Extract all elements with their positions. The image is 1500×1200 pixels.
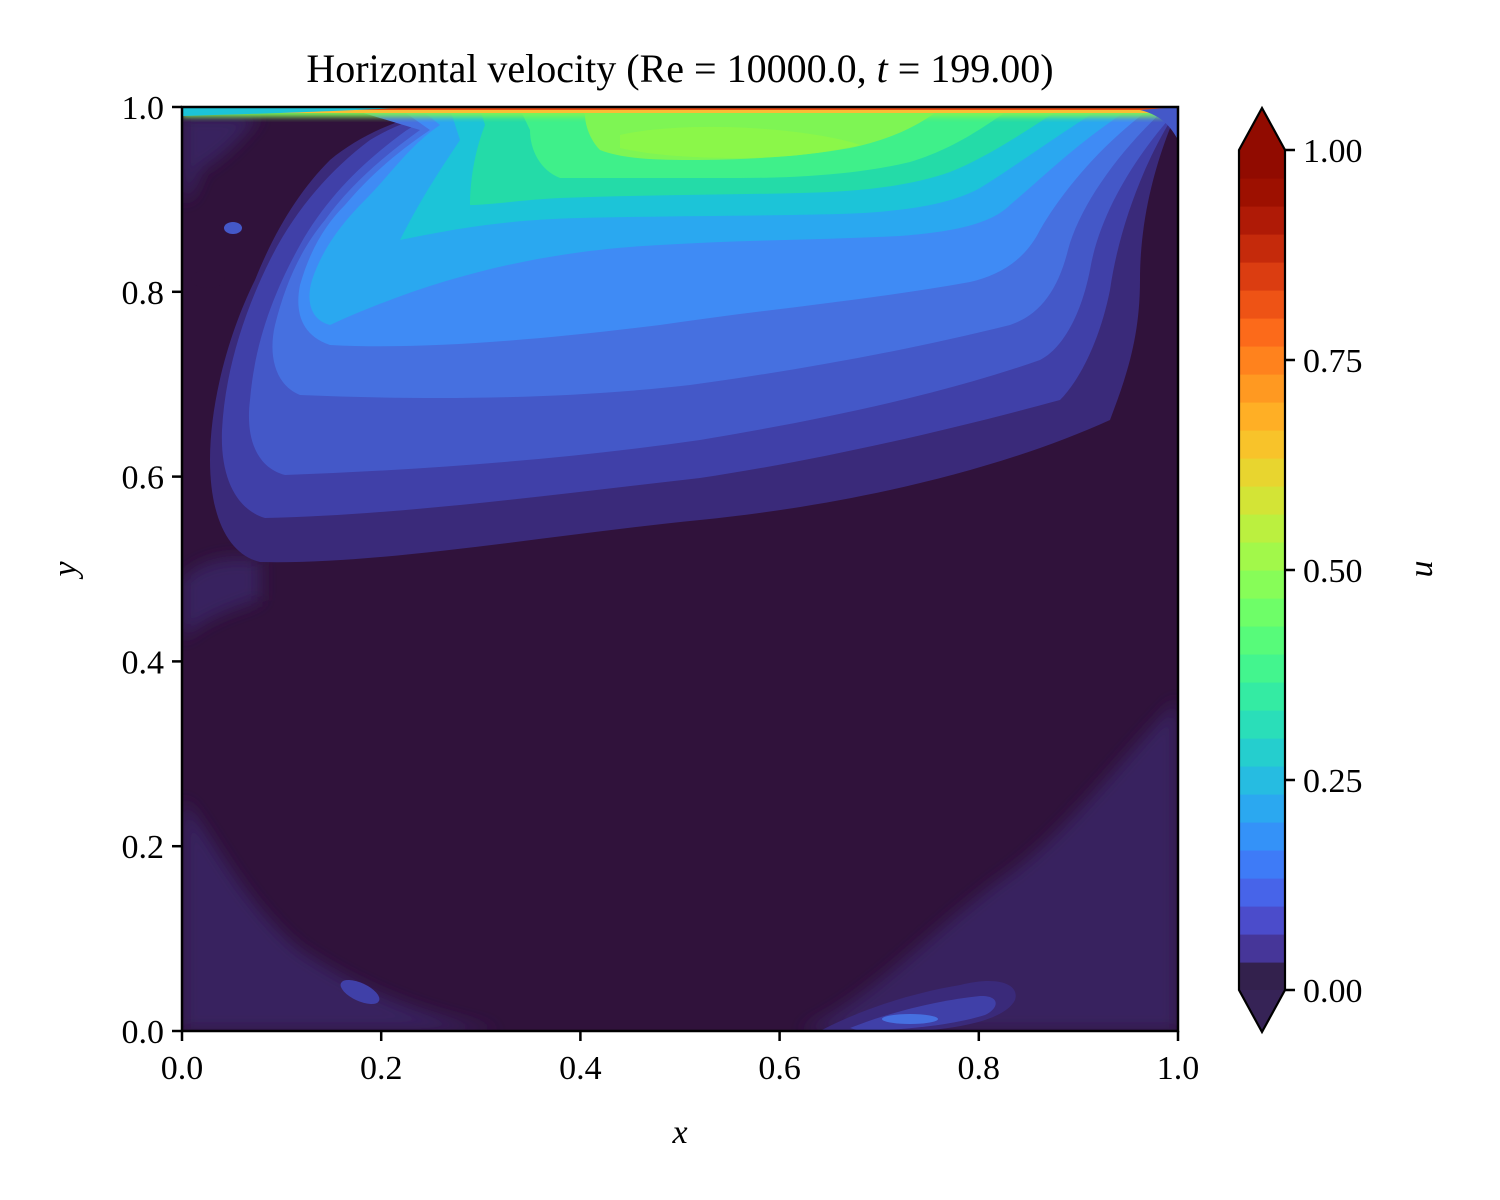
- colorbar-extend-min: [1239, 990, 1285, 1032]
- colorbar-segment-27: [1239, 206, 1285, 235]
- y-tick-label-5: 1.0: [122, 90, 165, 127]
- colorbar-segment-22: [1239, 346, 1285, 375]
- lid-layer-3: [182, 107, 1178, 110]
- colorbar-segment-26: [1239, 234, 1285, 263]
- colorbar-segment-4: [1239, 850, 1285, 879]
- colorbar-segment-1: [1239, 934, 1285, 963]
- upper-left-region: [182, 115, 260, 200]
- contour-level-11: [620, 126, 860, 158]
- plot-frame: [180, 105, 1180, 1033]
- colorbar-tick-label-2: 0.50: [1303, 553, 1363, 590]
- colorbar-segment-17: [1239, 486, 1285, 515]
- colorbar-segment-13: [1239, 598, 1285, 627]
- colorbar-segment-15: [1239, 542, 1285, 571]
- title-eq1: =: [684, 46, 727, 91]
- x-axis-label: x: [671, 1114, 687, 1151]
- colorbar-segment-2: [1239, 906, 1285, 935]
- island-dark-left: [191, 270, 225, 288]
- colorbar-extend-max: [1239, 108, 1285, 150]
- y-tick-label-3: 0.6: [122, 460, 165, 497]
- x-tick-label-2: 0.4: [559, 1050, 602, 1087]
- colorbar-segment-21: [1239, 374, 1285, 403]
- y-axis-label: y: [47, 561, 84, 580]
- title-eq2: =: [888, 46, 931, 91]
- colorbar-tick-label-4: 1.00: [1303, 133, 1363, 170]
- left-wall-region: [182, 558, 260, 640]
- y-tick-label-1: 0.2: [122, 829, 165, 866]
- title-suffix: ): [1040, 46, 1053, 91]
- lid-corner-right: [1140, 107, 1178, 140]
- y-tick-label-4: 0.8: [122, 275, 165, 312]
- colorbar-segment-16: [1239, 514, 1285, 543]
- colorbar-segment-9: [1239, 710, 1285, 739]
- y-tick-label-0: 0.0: [122, 1014, 165, 1051]
- colorbar-segment-0: [1239, 962, 1285, 991]
- y-axis: 0.0 0.2 0.4 0.6 0.8 1.0: [122, 90, 182, 1051]
- x-tick-label-0: 0.0: [161, 1050, 204, 1087]
- colorbar-segment-3: [1239, 878, 1285, 907]
- bottom-wall-blob: [820, 980, 1016, 1031]
- island-small-left: [224, 222, 242, 234]
- jet-contours: [182, 109, 1178, 563]
- title-re-value: 10000.0: [727, 46, 857, 91]
- y-tick-label-2: 0.4: [122, 644, 165, 681]
- title-t-symbol: t: [877, 46, 889, 91]
- colorbar-segment-23: [1239, 318, 1285, 347]
- colorbar-segment-5: [1239, 822, 1285, 851]
- colorbar-segment-25: [1239, 262, 1285, 291]
- title-re-symbol: Re: [640, 46, 684, 91]
- x-tick-label-3: 0.6: [758, 1050, 801, 1087]
- colorbar-segment-19: [1239, 430, 1285, 459]
- x-tick-label-1: 0.2: [360, 1050, 403, 1087]
- colorbar-segment-20: [1239, 402, 1285, 431]
- colorbar-tick-label-3: 0.75: [1303, 343, 1363, 380]
- colorbar-segment-6: [1239, 794, 1285, 823]
- title-prefix: Horizontal velocity (: [306, 46, 639, 91]
- colorbar-segment-18: [1239, 458, 1285, 487]
- colorbar-tick-label-1: 0.25: [1303, 763, 1363, 800]
- wall-regions: [182, 115, 1178, 1031]
- colorbar-label: u: [1403, 561, 1440, 578]
- bottom-left-region: [182, 800, 500, 1031]
- blob-core: [882, 1014, 938, 1024]
- x-axis: 0.0 0.2 0.4 0.6 0.8 1.0: [161, 1031, 1200, 1087]
- lid-corner-left: [182, 107, 420, 116]
- x-tick-label-4: 0.8: [958, 1050, 1001, 1087]
- colorbar-segment-29: [1239, 150, 1285, 179]
- island-bottom-left: [340, 979, 380, 1005]
- bottom-right-region: [800, 700, 1178, 1031]
- colorbar-segment-8: [1239, 738, 1285, 767]
- colorbar-segment-12: [1239, 626, 1285, 655]
- blob-mid: [850, 995, 996, 1031]
- colorbar-segment-11: [1239, 654, 1285, 683]
- colorbar-segment-24: [1239, 290, 1285, 319]
- colorbar-segment-10: [1239, 682, 1285, 711]
- title-comma: ,: [857, 46, 877, 91]
- colorbar-segment-28: [1239, 178, 1285, 207]
- title-t-value: 199.00: [930, 46, 1040, 91]
- colorbar: 0.00 0.25 0.50 0.75 1.00: [1237, 105, 1363, 1035]
- chart-title: Horizontal velocity (Re = 10000.0, t = 1…: [306, 46, 1053, 91]
- colorbar-segment-14: [1239, 570, 1285, 599]
- colorbar-segment-7: [1239, 766, 1285, 795]
- x-tick-label-5: 1.0: [1157, 1050, 1200, 1087]
- contour-plot-area: [182, 107, 1178, 1031]
- colorbar-tick-label-0: 0.00: [1303, 973, 1363, 1010]
